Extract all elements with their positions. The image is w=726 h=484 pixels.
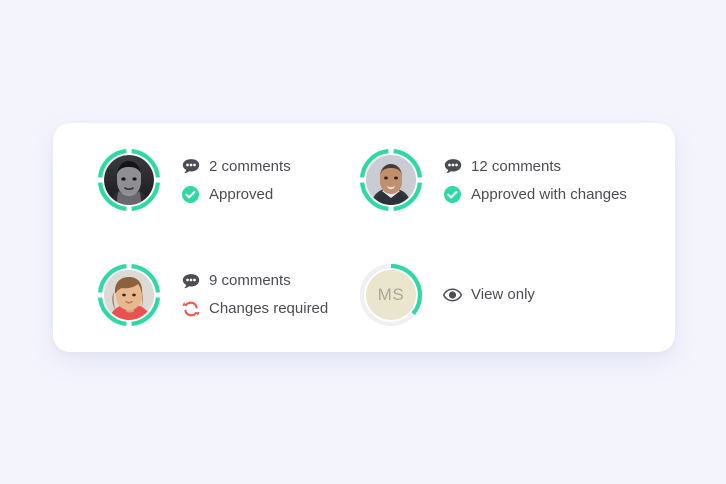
review-item[interactable]: 2 comments Approved bbox=[53, 123, 358, 237]
status-label: View only bbox=[471, 286, 535, 303]
comments-label: 2 comments bbox=[209, 157, 291, 175]
avatar-image bbox=[104, 155, 154, 205]
review-item[interactable]: 12 comments Approved with changes bbox=[358, 123, 675, 237]
avatar-image bbox=[366, 155, 416, 205]
comment-bubble-icon bbox=[181, 157, 200, 176]
check-circle-icon bbox=[443, 185, 462, 204]
comments-line[interactable]: 9 comments bbox=[181, 271, 328, 290]
comment-bubble-icon bbox=[181, 271, 200, 290]
status-label: Changes required bbox=[209, 300, 329, 317]
review-item[interactable]: 9 comments bbox=[53, 237, 358, 352]
avatar[interactable] bbox=[97, 263, 161, 327]
review-meta: 2 comments Approved bbox=[181, 157, 291, 204]
avatar-initials: MS bbox=[366, 269, 416, 320]
comment-bubble-icon bbox=[443, 157, 462, 176]
review-meta: 12 comments Approved with changes bbox=[443, 157, 627, 204]
progress-ring-segmented-icon bbox=[98, 149, 160, 211]
review-meta: 9 comments bbox=[181, 271, 328, 318]
avatar[interactable] bbox=[359, 148, 423, 212]
refresh-circle-icon bbox=[181, 299, 200, 318]
portrait-woman-illustration-icon bbox=[104, 269, 154, 320]
status-line[interactable]: Approved bbox=[181, 185, 291, 204]
progress-ring-segmented-icon bbox=[98, 263, 160, 326]
portrait-smiling-man-illustration-icon bbox=[366, 155, 416, 205]
avatar[interactable]: MS bbox=[359, 263, 423, 327]
status-line[interactable]: Changes required bbox=[181, 299, 328, 318]
comments-line[interactable]: 2 comments bbox=[181, 157, 291, 176]
status-label: Approved bbox=[209, 185, 274, 203]
review-item[interactable]: MS View only bbox=[358, 237, 675, 352]
avatar[interactable] bbox=[97, 148, 161, 212]
progress-ring-arc-icon bbox=[359, 263, 423, 326]
avatar-image bbox=[104, 269, 154, 320]
review-list: 2 comments Approved bbox=[53, 123, 675, 352]
check-circle-icon bbox=[181, 185, 200, 204]
status-line[interactable]: Approved with changes bbox=[443, 185, 627, 204]
review-meta: View only bbox=[443, 285, 535, 304]
avatar-initials-text: MS bbox=[377, 284, 405, 304]
progress-ring-segmented-icon bbox=[360, 149, 422, 211]
eye-icon bbox=[443, 285, 462, 304]
comments-label: 12 comments bbox=[471, 157, 562, 175]
comments-label: 9 comments bbox=[209, 272, 291, 289]
portrait-dark-illustration-icon bbox=[104, 155, 154, 205]
comments-line[interactable]: 12 comments bbox=[443, 157, 627, 176]
status-line[interactable]: View only bbox=[443, 285, 535, 304]
review-status-card: 2 comments Approved bbox=[53, 123, 675, 352]
status-label: Approved with changes bbox=[471, 185, 627, 203]
